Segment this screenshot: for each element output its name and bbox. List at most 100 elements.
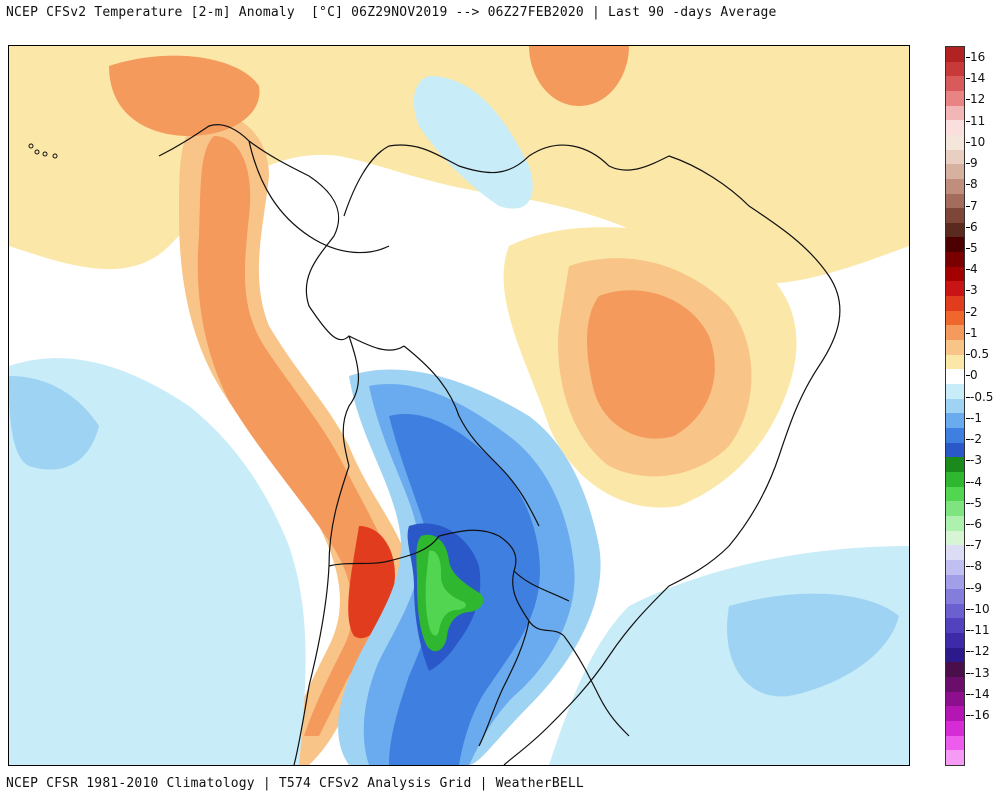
color-scale-tick — [966, 566, 970, 568]
color-scale-tick — [966, 311, 970, 313]
color-scale-cell — [946, 603, 964, 619]
color-scale-tick — [966, 375, 970, 377]
color-scale-label: -6 — [970, 516, 982, 531]
color-scale-cell — [946, 325, 964, 341]
color-scale-label: -2 — [970, 432, 982, 447]
warm-north-blob — [529, 46, 629, 106]
color-scale-cell — [946, 677, 964, 693]
color-scale-tick — [966, 78, 970, 80]
color-scale-cell — [946, 545, 964, 561]
color-scale-cell — [946, 735, 964, 751]
color-scale-tick — [966, 693, 970, 695]
color-scale-label: -9 — [970, 580, 982, 595]
color-scale-cell — [946, 633, 964, 649]
color-scale-cell — [946, 281, 964, 297]
color-scale-tick — [966, 417, 970, 419]
color-scale-label: 8 — [970, 177, 978, 192]
color-scale-tick — [966, 502, 970, 504]
color-scale-tick — [966, 630, 970, 632]
color-scale-tick — [966, 545, 970, 547]
color-scale-cell — [946, 442, 964, 458]
color-scale-tick — [966, 396, 970, 398]
color-scale-cell — [946, 618, 964, 634]
color-scale-tick — [966, 120, 970, 122]
map-canvas — [9, 46, 909, 765]
color-scale-bar — [945, 46, 965, 766]
color-scale-cell — [946, 310, 964, 326]
color-scale-cell — [946, 647, 964, 663]
warm-brazil-core — [587, 290, 715, 439]
color-scale-cell — [946, 354, 964, 370]
color-scale-cell — [946, 193, 964, 209]
color-scale-tick — [966, 715, 970, 716]
color-scale-cell — [946, 149, 964, 165]
color-scale-cell — [946, 486, 964, 502]
color-scale-label: 5 — [970, 241, 978, 256]
color-scale-label: 6 — [970, 219, 978, 234]
color-scale-label: -8 — [970, 559, 982, 574]
color-scale-tick — [966, 290, 970, 292]
color-scale-tick — [966, 205, 970, 207]
color-scale-tick — [966, 332, 970, 334]
color-scale-cell — [946, 120, 964, 136]
cool-pacific — [9, 358, 306, 765]
color-scale-cell — [946, 384, 964, 400]
color-scale-cell — [946, 530, 964, 546]
color-scale-tick — [966, 439, 970, 441]
color-scale-cell — [946, 398, 964, 414]
color-scale-cell — [946, 515, 964, 532]
color-scale-cell — [946, 208, 964, 224]
color-scale-cell — [946, 105, 964, 121]
warm-andes-mid — [197, 136, 394, 736]
color-scale-tick — [966, 184, 970, 186]
cool-atlantic-patch — [727, 593, 899, 697]
color-scale-cell — [946, 76, 964, 92]
color-scale-cell — [946, 501, 964, 517]
map-title: NCEP CFSv2 Temperature [2-m] Anomaly [°C… — [6, 5, 777, 20]
color-scale-cell — [946, 252, 964, 268]
color-scale-label: 0 — [970, 368, 978, 383]
color-scale-label: -13 — [970, 665, 990, 680]
color-scale-cell — [946, 369, 964, 385]
color-scale-tick — [966, 141, 970, 143]
color-scale-cell — [946, 237, 964, 253]
color-scale-label: 2 — [970, 304, 978, 319]
color-scale-cell — [946, 750, 964, 766]
color-scale-cell — [946, 457, 964, 473]
color-scale-label: -5 — [970, 495, 982, 510]
color-scale-tick — [966, 481, 970, 483]
color-scale-label: 16 — [970, 50, 986, 64]
color-scale-label: 4 — [970, 262, 978, 277]
color-scale-cell — [946, 134, 964, 151]
color-scale-tick — [966, 460, 970, 462]
color-scale-cell — [946, 340, 964, 356]
color-scale-cell — [946, 691, 964, 707]
color-scale-label: 12 — [970, 92, 986, 107]
color-scale-label: -0.5 — [970, 389, 994, 404]
color-scale-tick — [966, 608, 970, 610]
color-scale-cell — [946, 471, 964, 488]
color-scale-cell — [946, 178, 964, 195]
color-scale-cell — [946, 427, 964, 444]
cool-amazon — [413, 76, 533, 209]
islands — [28, 143, 58, 159]
anomaly-map — [8, 45, 910, 766]
color-scale-label: -4 — [970, 474, 982, 489]
color-scale-label: -7 — [970, 538, 982, 553]
color-scale-cell — [946, 296, 964, 312]
color-scale-tick — [966, 99, 970, 101]
color-scale-cell — [946, 662, 964, 678]
color-scale-cell — [946, 574, 964, 590]
color-scale-label: -14 — [970, 686, 990, 701]
color-scale-tick — [966, 269, 970, 271]
color-scale-label: 10 — [970, 134, 986, 149]
color-scale-cell — [946, 266, 964, 282]
color-scale-cell — [946, 559, 964, 575]
green-cold-center — [425, 550, 466, 636]
color-scale-label: -12 — [970, 644, 990, 659]
color-scale-cell — [946, 721, 964, 737]
color-scale-cell — [946, 164, 964, 180]
color-scale-cell — [946, 61, 964, 77]
color-scale-label: 1 — [970, 325, 978, 340]
color-scale-tick — [966, 651, 970, 653]
